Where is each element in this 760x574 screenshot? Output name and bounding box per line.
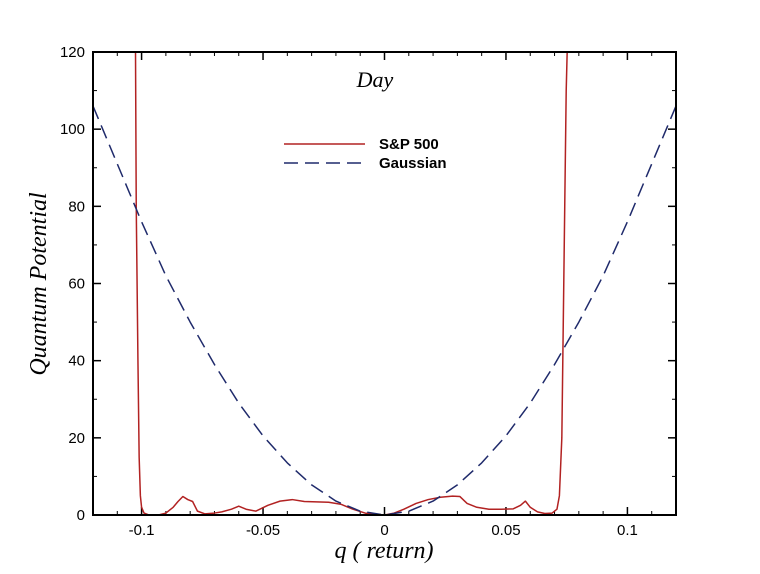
y-axis-title: Quantum Potential <box>26 192 52 376</box>
x-tick-label: 0.1 <box>617 522 638 539</box>
y-tick-label: 100 <box>60 121 85 138</box>
x-tick-label: 0.05 <box>491 522 520 539</box>
legend: S&P 500 Gaussian <box>284 136 447 172</box>
y-tick-label: 120 <box>60 44 85 61</box>
y-tick-label: 40 <box>68 353 85 370</box>
legend-label-sp500: S&P 500 <box>379 136 439 153</box>
y-tick-label: 0 <box>77 507 85 524</box>
chart-title: Day <box>356 67 394 92</box>
tick-labels: -0.1 -0.05 0 0.05 0.1 0 20 40 60 80 100 120 <box>60 44 638 539</box>
series-line-sp500 <box>134 52 568 515</box>
series-layer <box>93 52 676 515</box>
y-tick-label: 80 <box>68 198 85 215</box>
plot-area <box>93 52 676 515</box>
legend-label-gaussian: Gaussian <box>379 155 447 172</box>
x-axis-title: q ( return) <box>334 538 433 564</box>
x-tick-label: -0.1 <box>129 522 155 539</box>
x-tick-label: 0 <box>380 522 388 539</box>
y-tick-label: 20 <box>68 430 85 447</box>
plot-frame <box>92 51 677 516</box>
y-tick-label: 60 <box>68 276 85 293</box>
series-line-gaussian <box>93 105 676 515</box>
x-tick-label: -0.05 <box>246 522 280 539</box>
